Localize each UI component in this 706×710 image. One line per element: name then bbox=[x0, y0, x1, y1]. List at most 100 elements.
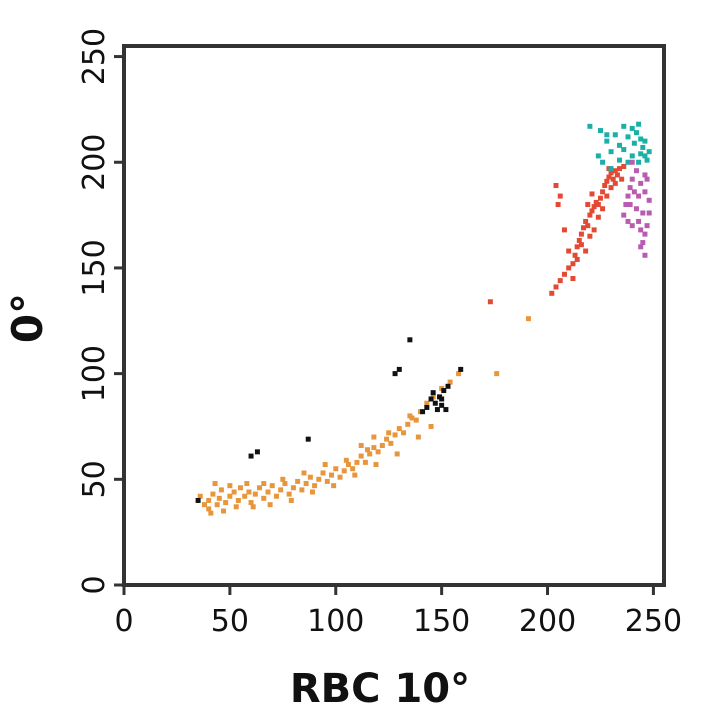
data-point bbox=[572, 252, 578, 258]
data-point bbox=[235, 497, 241, 503]
series-3 bbox=[621, 159, 652, 258]
y-tick-label: 100 bbox=[77, 345, 112, 402]
data-point bbox=[280, 476, 286, 482]
data-point bbox=[413, 417, 419, 423]
data-point bbox=[428, 423, 434, 429]
data-point bbox=[343, 457, 349, 463]
data-point bbox=[286, 491, 292, 497]
data-point bbox=[305, 436, 311, 442]
data-point bbox=[261, 495, 267, 501]
data-point bbox=[597, 128, 603, 134]
data-point bbox=[557, 193, 563, 199]
data-point bbox=[631, 140, 637, 146]
data-point bbox=[621, 147, 627, 153]
data-point bbox=[585, 202, 591, 208]
series-2 bbox=[587, 121, 652, 172]
data-point bbox=[642, 231, 648, 237]
data-point bbox=[629, 153, 635, 159]
data-point bbox=[210, 491, 216, 497]
data-point bbox=[303, 481, 309, 487]
data-point bbox=[581, 225, 587, 231]
data-point bbox=[352, 472, 358, 478]
data-point bbox=[195, 497, 201, 503]
data-point bbox=[358, 442, 364, 448]
data-point bbox=[233, 504, 239, 510]
data-point bbox=[636, 121, 642, 127]
y-tick-label: 200 bbox=[77, 134, 112, 191]
data-point bbox=[396, 426, 402, 432]
data-point bbox=[604, 138, 610, 144]
data-point bbox=[612, 180, 618, 186]
data-point bbox=[640, 210, 646, 216]
data-point bbox=[578, 242, 584, 248]
y-tick-label: 50 bbox=[77, 460, 112, 498]
data-point bbox=[642, 189, 648, 195]
data-point bbox=[206, 506, 212, 512]
data-point bbox=[570, 276, 576, 282]
data-point bbox=[242, 493, 248, 499]
data-point bbox=[646, 197, 652, 203]
data-point bbox=[591, 204, 597, 210]
data-point bbox=[625, 159, 631, 165]
data-point bbox=[642, 153, 648, 159]
data-point bbox=[278, 487, 284, 493]
data-point bbox=[324, 478, 330, 484]
data-point bbox=[415, 434, 421, 440]
data-point bbox=[636, 218, 642, 224]
data-point bbox=[625, 193, 631, 199]
data-point bbox=[600, 159, 606, 165]
data-point bbox=[407, 413, 413, 419]
plot-frame bbox=[122, 44, 666, 587]
data-point bbox=[621, 212, 627, 218]
data-point bbox=[638, 180, 644, 186]
data-point bbox=[644, 176, 650, 182]
data-point bbox=[574, 256, 580, 262]
x-tick-label: 250 bbox=[625, 604, 682, 639]
data-point bbox=[555, 202, 561, 208]
data-point bbox=[642, 252, 648, 258]
data-point bbox=[354, 459, 360, 465]
data-point bbox=[434, 407, 440, 413]
data-point bbox=[269, 483, 275, 489]
data-point bbox=[212, 481, 218, 487]
data-point bbox=[375, 449, 381, 455]
data-point bbox=[629, 159, 635, 165]
data-point bbox=[617, 157, 623, 163]
x-axis-title: RBC 10° bbox=[290, 666, 470, 710]
data-point bbox=[589, 191, 595, 197]
data-point bbox=[587, 123, 593, 129]
data-point bbox=[227, 493, 233, 499]
data-point bbox=[608, 185, 614, 191]
data-point bbox=[604, 132, 610, 138]
data-point bbox=[214, 502, 220, 508]
data-point bbox=[525, 316, 531, 322]
data-point bbox=[299, 487, 305, 493]
data-point bbox=[237, 485, 243, 491]
y-tick-label: 250 bbox=[77, 28, 112, 85]
data-point bbox=[432, 400, 438, 406]
data-point bbox=[441, 388, 447, 394]
data-point bbox=[587, 212, 593, 218]
data-point bbox=[290, 485, 296, 491]
x-tick-label: 150 bbox=[413, 604, 470, 639]
data-point bbox=[445, 383, 451, 389]
data-point bbox=[574, 244, 580, 250]
data-point bbox=[392, 432, 398, 438]
data-point bbox=[644, 157, 650, 163]
data-point bbox=[248, 453, 254, 459]
data-point bbox=[392, 371, 398, 377]
x-tick-label: 0 bbox=[114, 604, 133, 639]
data-point bbox=[629, 223, 635, 229]
data-point bbox=[244, 481, 250, 487]
data-point bbox=[608, 170, 614, 176]
data-point bbox=[307, 474, 313, 480]
data-point bbox=[640, 144, 646, 150]
data-point bbox=[227, 483, 233, 489]
data-point bbox=[379, 442, 385, 448]
data-point bbox=[583, 248, 589, 254]
data-point bbox=[197, 493, 203, 499]
data-point bbox=[612, 168, 618, 174]
data-point bbox=[424, 400, 430, 406]
data-point bbox=[625, 218, 631, 224]
data-point bbox=[619, 176, 625, 182]
